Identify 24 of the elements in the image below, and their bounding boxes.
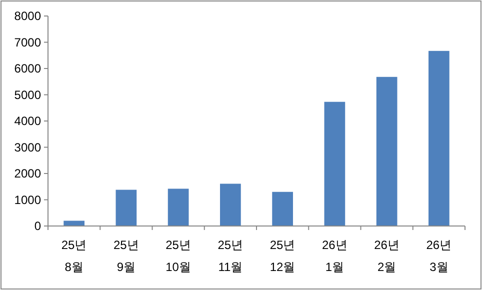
- x-tick-label: 25년 11월: [218, 238, 244, 274]
- bar: [168, 188, 189, 226]
- y-tick-label: 1000: [14, 192, 42, 207]
- x-tick-label: 26년 1월: [322, 238, 348, 274]
- x-tick-label: 26년 2월: [374, 238, 400, 274]
- y-tick-label: 2000: [14, 166, 42, 180]
- x-tick-label: 26년 3월: [426, 238, 452, 274]
- x-tick-label: 25년 12월: [270, 238, 296, 274]
- bar: [116, 190, 137, 226]
- y-tick-label: 6000: [14, 62, 42, 76]
- y-tick-label: 8000: [14, 9, 42, 23]
- y-tick-label: 3000: [14, 140, 42, 154]
- y-tick-label: 5000: [14, 88, 42, 102]
- y-tick-label: 4000: [14, 114, 42, 128]
- bar: [376, 76, 398, 226]
- bar: [272, 192, 293, 226]
- bar: [324, 102, 346, 226]
- y-tick-label: 7000: [14, 35, 42, 50]
- x-tick-label: 25년 10월: [166, 238, 191, 274]
- x-tick-label: 25년 8월: [61, 238, 87, 274]
- bar: [428, 50, 450, 226]
- bar: [220, 184, 241, 226]
- y-tick-label: 0: [34, 219, 42, 233]
- x-tick-label: 25년 9월: [114, 238, 139, 274]
